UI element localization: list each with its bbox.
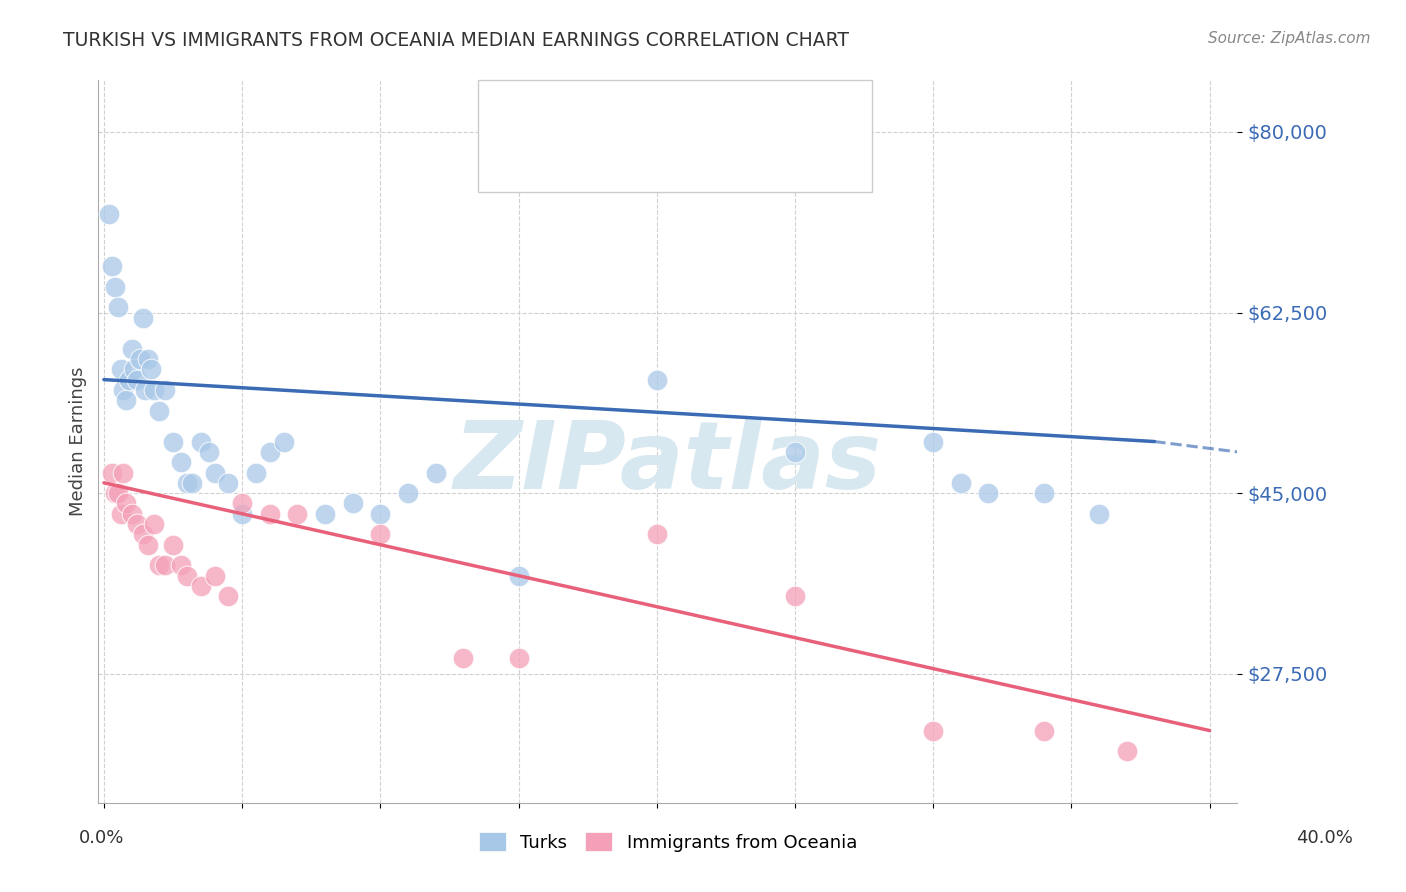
Point [148,558,170,573]
Point [128,351,150,366]
Text: -0.117: -0.117 [609,103,678,122]
Point [124,362,146,376]
Point [287,507,309,521]
Point [342,496,364,510]
Point [645,373,668,387]
Legend: Turks, Immigrants from Oceania: Turks, Immigrants from Oceania [471,825,865,859]
Point [127,517,149,532]
Point [136,538,159,552]
Point [198,445,221,459]
Point [121,342,143,356]
Point [176,475,198,490]
Y-axis label: Median Earnings: Median Earnings [69,367,87,516]
Point [148,403,170,417]
Point [922,434,945,449]
Point [204,466,226,480]
Point [104,486,127,500]
Point [1032,486,1054,500]
Point [370,527,392,541]
Point [1032,723,1054,738]
Text: ZIPatlas: ZIPatlas [454,417,882,509]
Point [142,517,165,532]
Text: R =: R = [557,103,596,121]
Point [204,568,226,582]
Point [153,558,176,573]
Point [101,259,124,273]
Point [170,558,193,573]
Point [131,310,153,325]
Bar [503,100,543,125]
Point [107,301,129,315]
Text: TURKISH VS IMMIGRANTS FROM OCEANIA MEDIAN EARNINGS CORRELATION CHART: TURKISH VS IMMIGRANTS FROM OCEANIA MEDIA… [63,31,849,50]
Text: N = 30: N = 30 [700,140,773,160]
Point [139,362,162,376]
Point [104,279,127,293]
Point [259,445,281,459]
Text: 0.0%: 0.0% [79,829,124,847]
Point [162,434,184,449]
Point [153,383,176,397]
Point [508,651,530,665]
Point [136,351,159,366]
Point [134,383,156,397]
Point [645,527,668,541]
Point [231,496,253,510]
Point [217,590,239,604]
Point [115,496,138,510]
Point [508,568,530,582]
Point [1088,507,1111,521]
Point [217,475,239,490]
Point [273,434,295,449]
Point [314,507,336,521]
Text: Source: ZipAtlas.com: Source: ZipAtlas.com [1208,31,1371,46]
Point [115,393,138,408]
Point [783,590,806,604]
Point [231,507,253,521]
Point [118,373,141,387]
Point [127,373,149,387]
Point [425,466,447,480]
Text: N = 44: N = 44 [700,103,773,122]
Point [170,455,193,469]
Point [396,486,419,500]
Point [259,507,281,521]
Point [142,383,165,397]
Bar [503,137,543,162]
Point [112,383,135,397]
Point [110,507,132,521]
Point [922,723,945,738]
Point [370,507,392,521]
Point [131,527,153,541]
Text: R =: R = [557,141,596,159]
Point [190,434,212,449]
Point [176,568,198,582]
Point [783,445,806,459]
Point [101,466,124,480]
Point [190,579,212,593]
Point [98,207,121,221]
Point [112,466,135,480]
Point [121,507,143,521]
Point [453,651,475,665]
Point [162,538,184,552]
Point [181,475,204,490]
Point [1115,744,1137,758]
Point [949,475,972,490]
Point [245,466,267,480]
Point [977,486,1000,500]
Text: -0.413: -0.413 [609,140,678,160]
Point [110,362,132,376]
Point [107,486,129,500]
Text: 40.0%: 40.0% [1296,829,1353,847]
